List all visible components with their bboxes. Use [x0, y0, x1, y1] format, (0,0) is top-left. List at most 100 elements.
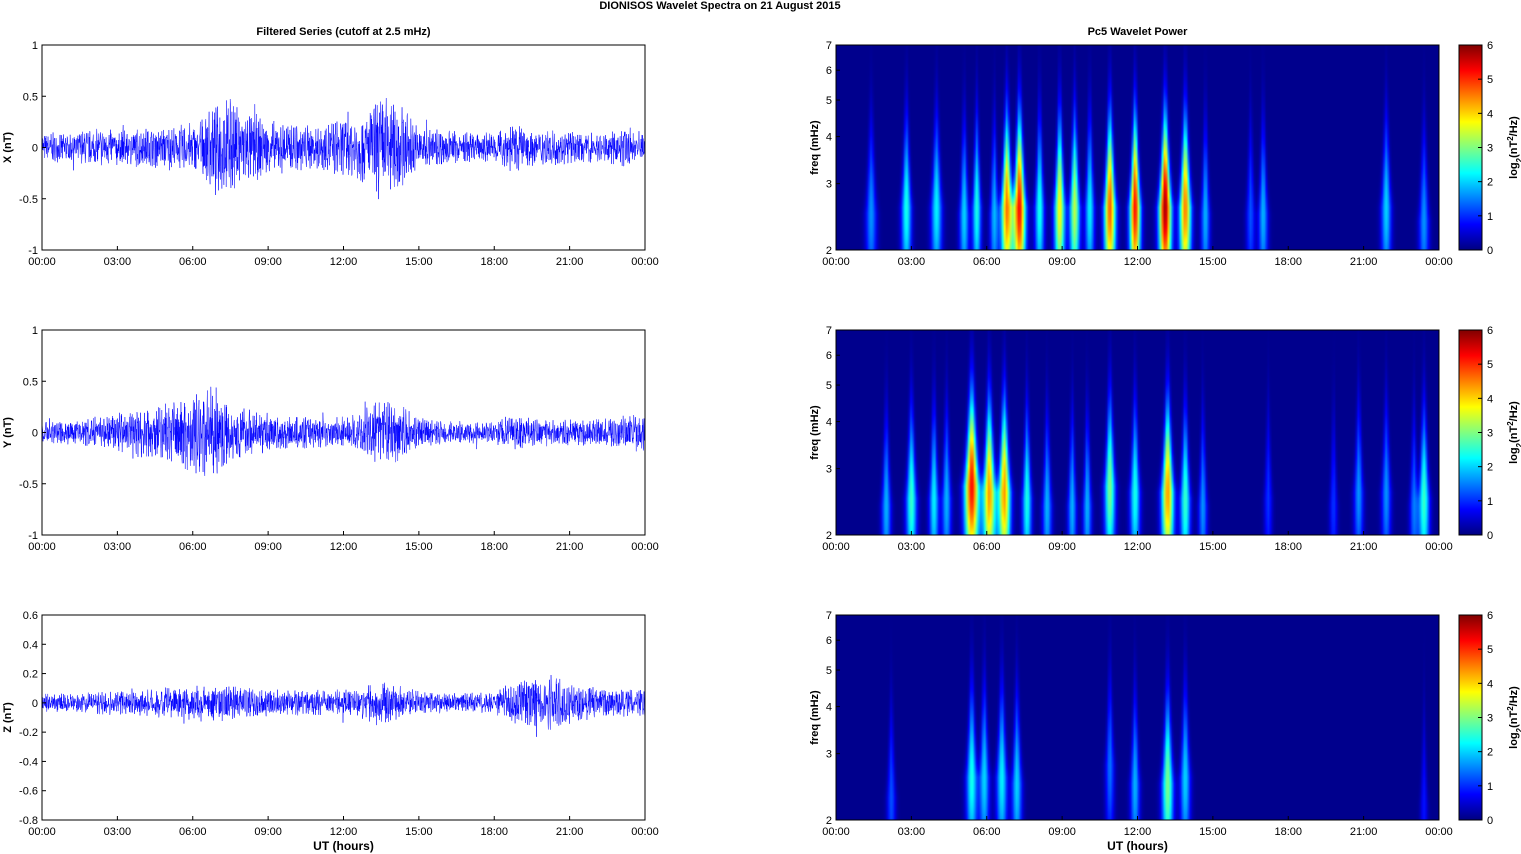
- y-tick-label: 0.4: [23, 639, 38, 651]
- x-tick-label: 00:00: [631, 256, 659, 268]
- y-tick-label: 5: [826, 665, 832, 677]
- x-tick-label: 12:00: [1124, 256, 1152, 268]
- y-tick-label: 7: [826, 610, 832, 622]
- x-tick-label: 18:00: [1274, 826, 1302, 838]
- x-tick-label: 15:00: [1199, 826, 1227, 838]
- colorbar-tick-label: 2: [1487, 462, 1493, 474]
- x-tick-label: 15:00: [1199, 541, 1227, 553]
- colorbar-tick-label: 0: [1487, 815, 1493, 827]
- x-tick-label: 03:00: [898, 256, 926, 268]
- y-tick-label: 2: [826, 530, 832, 542]
- y-tick-label: 7: [826, 325, 832, 337]
- x-tick-label: 18:00: [480, 256, 508, 268]
- plot-area: [42, 615, 645, 820]
- x-tick-label: 00:00: [28, 256, 56, 268]
- x-tick-label: 09:00: [1048, 826, 1076, 838]
- x-tick-label: 00:00: [822, 256, 850, 268]
- panel-title: Pc5 Wavelet Power: [1088, 26, 1189, 38]
- colorbar-tick-label: 4: [1487, 108, 1493, 120]
- x-tick-label: 12:00: [1124, 826, 1152, 838]
- line-panel-2: 10.50-0.5-100:00 03:00 06:00 09:00 12:00 15:0…: [2, 325, 659, 553]
- x-tick-label: 15:00: [405, 826, 433, 838]
- y-axis-label: Y (nT): [2, 417, 14, 448]
- y-tick-label: -1: [28, 530, 38, 542]
- colorbar-tick-label: 4: [1487, 393, 1493, 405]
- y-axis-label: freq (mHz): [809, 405, 821, 460]
- panel-title: Filtered Series (cutoff at 2.5 mHz): [256, 26, 431, 38]
- y-tick-label: 6: [826, 350, 832, 362]
- y-axis-label: freq (mHz): [809, 120, 821, 175]
- y-tick-label: 0.5: [23, 91, 38, 103]
- x-tick-label: 00:00: [631, 826, 659, 838]
- x-tick-label: 18:00: [1274, 256, 1302, 268]
- x-tick-label: 21:00: [556, 541, 584, 553]
- wavelet-heatmap: [836, 330, 1439, 535]
- colorbar-tick-label: 4: [1487, 678, 1493, 690]
- colorbar-tick-label: 6: [1487, 610, 1493, 622]
- x-tick-label: 09:00: [1048, 256, 1076, 268]
- x-tick-label: 03:00: [104, 256, 132, 268]
- x-tick-label: 15:00: [1199, 256, 1227, 268]
- colorbar-tick-label: 1: [1487, 781, 1493, 793]
- series-line: [41, 98, 646, 200]
- x-tick-label: 00:00: [1425, 256, 1453, 268]
- colorbar-label: log2(nT2/Hz): [1506, 401, 1521, 464]
- x-axis-label: UT (hours): [313, 839, 374, 853]
- y-tick-label: 6: [826, 635, 832, 647]
- x-tick-label: 00:00: [1425, 826, 1453, 838]
- colorbar-tick-label: 0: [1487, 530, 1493, 542]
- x-tick-label: 18:00: [1274, 541, 1302, 553]
- y-tick-label: 1: [32, 40, 38, 52]
- y-tick-label: -0.5: [19, 479, 38, 491]
- x-tick-label: 00:00: [631, 541, 659, 553]
- y-tick-label: -0.6: [19, 786, 38, 798]
- x-tick-label: 12:00: [330, 541, 358, 553]
- colorbar-tick-label: 0: [1487, 245, 1493, 257]
- y-tick-label: 3: [826, 749, 832, 761]
- x-tick-label: 00:00: [28, 541, 56, 553]
- x-tick-label: 06:00: [179, 826, 207, 838]
- wavelet-heatmap: [836, 45, 1439, 250]
- x-tick-label: 06:00: [179, 256, 207, 268]
- y-tick-label: 0: [32, 143, 38, 155]
- x-tick-label: 06:00: [973, 541, 1001, 553]
- x-tick-label: 21:00: [1350, 541, 1378, 553]
- figure-title: DIONISOS Wavelet Spectra on 21 August 20…: [599, 0, 840, 12]
- y-tick-label: 6: [826, 65, 832, 77]
- y-tick-label: 3: [826, 179, 832, 191]
- x-tick-label: 00:00: [1425, 541, 1453, 553]
- y-axis-label: X (nT): [2, 132, 14, 163]
- y-tick-label: 3: [826, 464, 832, 476]
- x-tick-label: 00:00: [28, 826, 56, 838]
- wavelet-panel-3: 7 6 5 4 3 2 00:00 03:00 06:00 09:00 12:00 15:00 18:0…: [809, 610, 1521, 853]
- colorbar-tick-label: 6: [1487, 40, 1493, 52]
- x-tick-label: 03:00: [898, 826, 926, 838]
- x-tick-label: 15:00: [405, 541, 433, 553]
- x-tick-label: 12:00: [1124, 541, 1152, 553]
- colorbar-tick-label: 3: [1487, 143, 1493, 155]
- x-tick-label: 06:00: [179, 541, 207, 553]
- line-panel-1: 10.50-0.5-100:00 03:00 06:00 09:00 12:00 15:0…: [2, 26, 659, 268]
- colorbar-tick-label: 5: [1487, 74, 1493, 86]
- colorbar-tick-label: 6: [1487, 325, 1493, 337]
- y-tick-label: 0.6: [23, 610, 38, 622]
- x-tick-label: 06:00: [973, 826, 1001, 838]
- line-panel-3: 0.60.40.20-0.2-0.4-0.6-0.800:00 03:00 06:0…: [2, 610, 659, 853]
- y-axis-label: Z (nT): [2, 702, 14, 733]
- x-tick-label: 12:00: [330, 826, 358, 838]
- x-tick-label: 09:00: [1048, 541, 1076, 553]
- colorbar-tick-label: 3: [1487, 713, 1493, 725]
- y-tick-label: 2: [826, 245, 832, 257]
- colorbar-tick-label: 1: [1487, 496, 1493, 508]
- x-tick-label: 15:00: [405, 256, 433, 268]
- x-tick-label: 21:00: [1350, 256, 1378, 268]
- x-tick-label: 21:00: [556, 256, 584, 268]
- x-tick-label: 09:00: [254, 541, 282, 553]
- x-tick-label: 03:00: [104, 826, 132, 838]
- x-tick-label: 03:00: [898, 541, 926, 553]
- y-tick-label: 2: [826, 815, 832, 827]
- x-tick-label: 18:00: [480, 541, 508, 553]
- colorbar-tick-label: 2: [1487, 747, 1493, 759]
- y-tick-label: 7: [826, 40, 832, 52]
